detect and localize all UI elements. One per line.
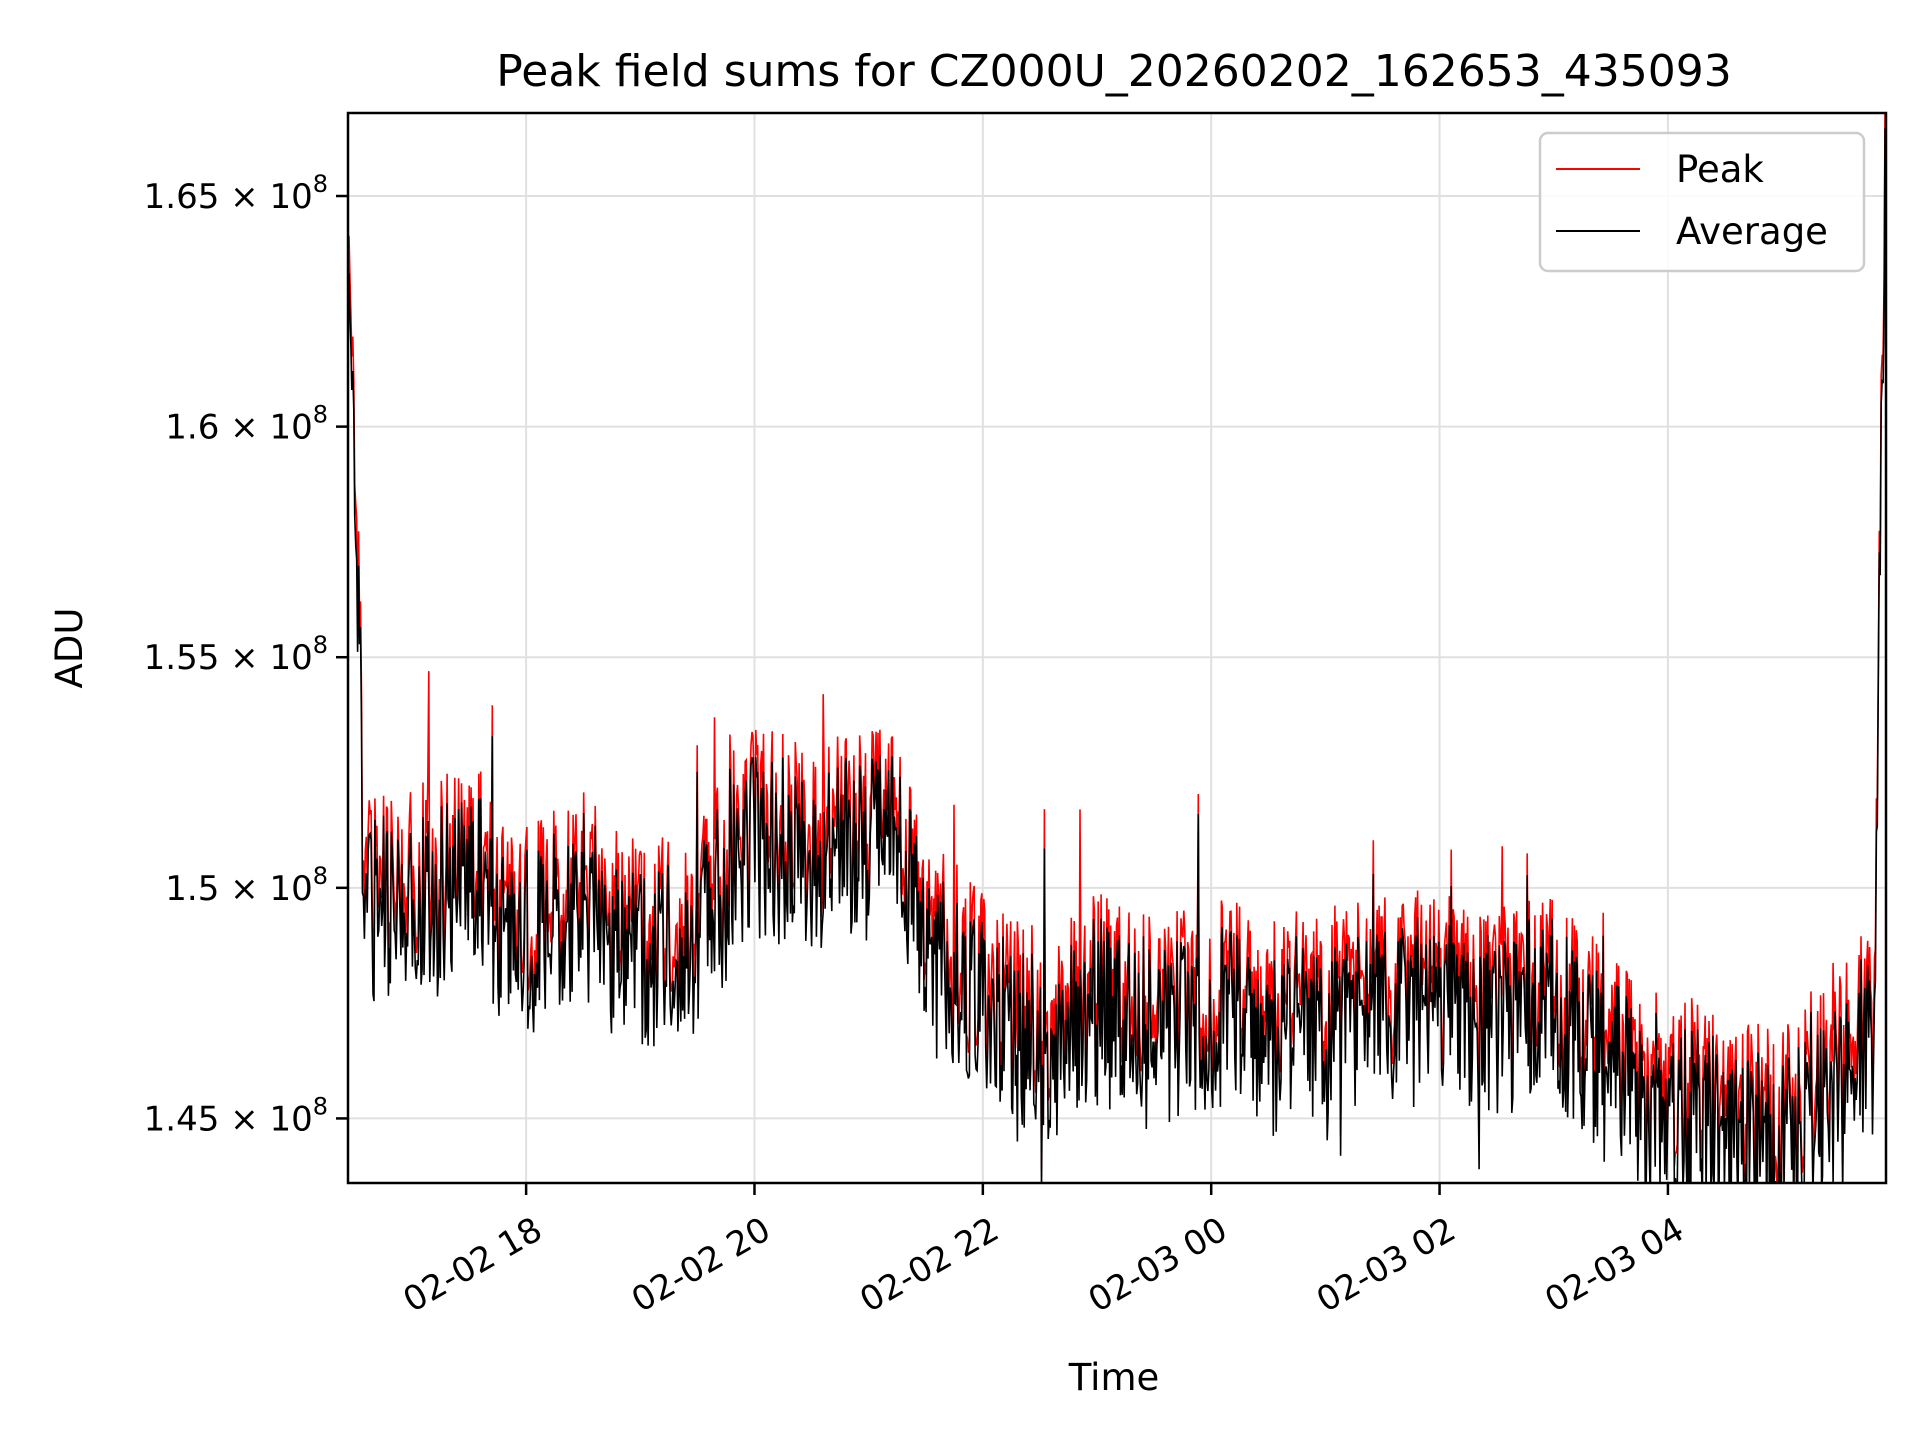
y-axis-ticks: 1.45 × 108 1.5 × 108 1.55 × 108 1.6 × 108 1.… xyxy=(144,170,348,1139)
legend-peak-label: Peak xyxy=(1676,148,1764,191)
legend-box xyxy=(1538,131,1866,273)
y-tick-label: 1.5 × 108 xyxy=(165,862,328,909)
legend-average-label: Average xyxy=(1676,210,1828,253)
chart-title: Peak field sums for CZ000U_20260202_1626… xyxy=(496,46,1731,97)
series-average-line xyxy=(348,128,1886,1183)
y-axis-label: ADU xyxy=(48,608,91,689)
y-tick-label: 1.55 × 108 xyxy=(144,631,328,678)
y-tick-label: 1.45 × 108 xyxy=(144,1092,328,1139)
x-axis-label: Time xyxy=(1068,1356,1160,1399)
plot-lines xyxy=(348,113,1886,1183)
legend: Peak Average xyxy=(1538,131,1866,273)
y-tick-label: 1.65 × 108 xyxy=(144,170,328,217)
y-tick-label: 1.6 × 108 xyxy=(165,401,328,448)
plot-frame xyxy=(346,111,1888,1185)
